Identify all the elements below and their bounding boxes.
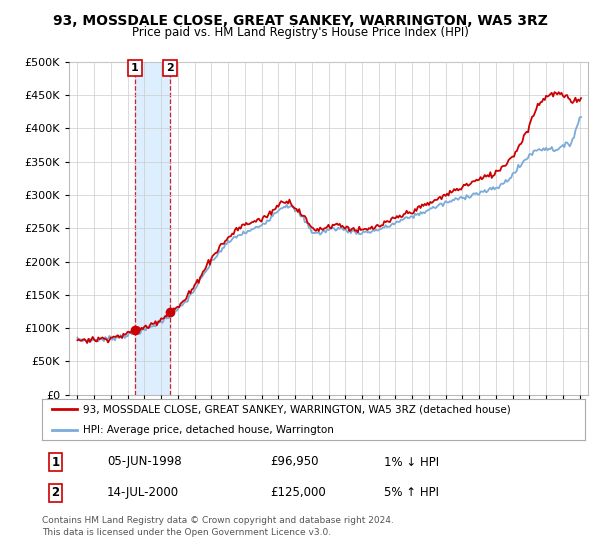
- Text: 1% ↓ HPI: 1% ↓ HPI: [384, 455, 439, 469]
- Text: £125,000: £125,000: [270, 486, 326, 500]
- Text: 2: 2: [52, 486, 59, 500]
- Text: HPI: Average price, detached house, Warrington: HPI: Average price, detached house, Warr…: [83, 424, 334, 435]
- Text: 1: 1: [52, 455, 59, 469]
- Text: Contains HM Land Registry data © Crown copyright and database right 2024.
This d: Contains HM Land Registry data © Crown c…: [42, 516, 394, 537]
- Text: £96,950: £96,950: [270, 455, 319, 469]
- Text: 2: 2: [166, 63, 174, 73]
- Bar: [135, 62, 170, 395]
- Text: Price paid vs. HM Land Registry's House Price Index (HPI): Price paid vs. HM Land Registry's House …: [131, 26, 469, 39]
- Text: 93, MOSSDALE CLOSE, GREAT SANKEY, WARRINGTON, WA5 3RZ: 93, MOSSDALE CLOSE, GREAT SANKEY, WARRIN…: [53, 14, 547, 28]
- Text: 1: 1: [131, 63, 139, 73]
- Text: 05-JUN-1998: 05-JUN-1998: [107, 455, 182, 469]
- Text: 14-JUL-2000: 14-JUL-2000: [107, 486, 179, 500]
- Text: 5% ↑ HPI: 5% ↑ HPI: [384, 486, 439, 500]
- Text: 93, MOSSDALE CLOSE, GREAT SANKEY, WARRINGTON, WA5 3RZ (detached house): 93, MOSSDALE CLOSE, GREAT SANKEY, WARRIN…: [83, 404, 511, 414]
